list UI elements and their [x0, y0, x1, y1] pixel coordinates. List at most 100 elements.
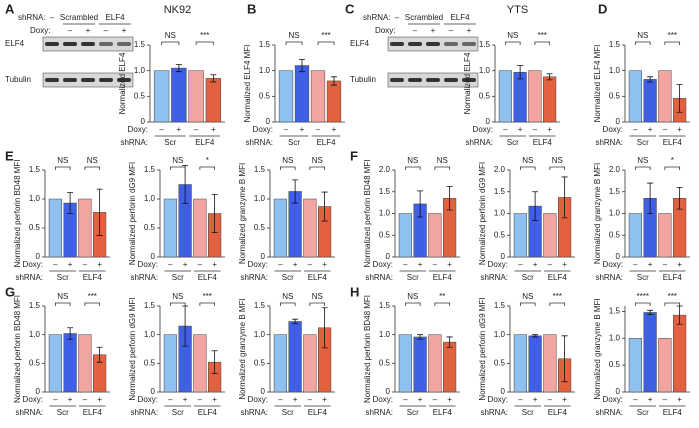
bar [163, 334, 177, 393]
error-bar [292, 318, 299, 325]
bar [273, 198, 287, 258]
y-tick-label: 0 [386, 387, 391, 396]
y-tick-label: 0 [36, 387, 41, 396]
error-bar [446, 336, 453, 348]
y-tick-label: 0 [266, 117, 271, 126]
sig-label: NS [637, 156, 648, 165]
y-axis-label: Normalized perforin BD48 MFI [13, 159, 22, 267]
bar [428, 213, 442, 258]
x-tick-label: + [677, 395, 682, 404]
sig-bracket [664, 302, 681, 306]
bar [294, 65, 310, 123]
y-tick-label: 0.5 [609, 91, 621, 100]
panel-letter: H [350, 284, 359, 299]
y-tick-label: 0 [36, 252, 41, 261]
y-tick-label: 1.0 [609, 209, 621, 218]
x-row-label: shRNA: [15, 273, 43, 282]
group-label: ELF4 [195, 138, 215, 147]
blot-label: ELF4 [105, 13, 125, 22]
error-bar [96, 346, 103, 363]
group-label: ELF4 [316, 138, 336, 147]
sig-label: *** [203, 292, 212, 301]
error-bar [182, 164, 189, 205]
x-row-label: shRNA: [365, 273, 393, 282]
x-row-label: Doxy: [253, 125, 273, 134]
y-axis-label: Normalized perforin dG9 MFI [478, 162, 487, 265]
y-tick-label: 0.5 [259, 91, 271, 100]
blot-band [426, 42, 440, 46]
x-tick-label: – [308, 260, 313, 269]
group-label: Scr [637, 408, 649, 417]
x-row-label: shRNA: [480, 273, 508, 282]
y-axis-label: Normalized ELF4 MFI [243, 45, 252, 123]
x-tick-label: – [278, 395, 283, 404]
y-tick-label: 0.5 [144, 223, 156, 232]
sig-bracket [634, 41, 651, 45]
blot-band [99, 42, 113, 46]
blot-label: ELF4 [350, 39, 370, 48]
x-tick-label: – [316, 125, 321, 134]
blot-label: – [104, 26, 109, 35]
bar [428, 334, 442, 393]
bar [193, 198, 207, 258]
x-tick-label: – [533, 125, 538, 134]
bar [543, 334, 557, 393]
group-label: ELF4 [198, 408, 218, 417]
error-bar [210, 74, 217, 83]
bar [443, 341, 457, 393]
panel-letter: C [345, 1, 355, 16]
y-tick-label: 0 [486, 117, 491, 126]
group-label: Scr [282, 273, 294, 282]
group-label: ELF4 [548, 408, 568, 417]
blot-band [63, 42, 77, 46]
y-axis-label: Normalized perforin BD48 MFI [363, 295, 372, 403]
error-bar [331, 76, 337, 86]
blot-label: – [68, 26, 73, 35]
group-label: Scr [407, 408, 419, 417]
y-tick-label: 0.5 [609, 360, 621, 369]
blot-label: + [122, 26, 127, 35]
x-row-label: Doxy: [473, 125, 493, 134]
sig-bracket [404, 302, 421, 306]
x-row-label: Doxy: [23, 260, 43, 269]
blot-band [462, 42, 476, 46]
error-bar [647, 182, 654, 214]
y-tick-label: 1.0 [479, 66, 491, 75]
x-row-label: Doxy: [138, 395, 158, 404]
bar [628, 338, 642, 393]
blot-band [117, 78, 131, 82]
bar [528, 335, 542, 393]
x-row-label: shRNA: [595, 138, 623, 147]
x-tick-label: + [183, 260, 188, 269]
y-tick-label: 1.5 [494, 187, 506, 196]
blot-label: – [395, 13, 400, 22]
blot-band [63, 78, 77, 82]
y-tick-label: 1.5 [144, 165, 156, 174]
group-label: Scr [57, 273, 69, 282]
x-row-label: Doxy: [488, 395, 508, 404]
sig-label: *** [321, 31, 330, 40]
y-tick-label: 0 [616, 387, 621, 396]
error-bar [546, 73, 553, 81]
group-label: ELF4 [308, 273, 328, 282]
blot-label: – [413, 26, 418, 35]
sig-label: NS [165, 31, 176, 40]
sig-bracket [664, 166, 681, 170]
x-tick-label: – [194, 125, 199, 134]
x-tick-label: – [663, 260, 668, 269]
group-label: ELF4 [433, 408, 453, 417]
bar [513, 334, 527, 393]
error-bar [676, 187, 683, 210]
y-axis-label: Normalized ELF4 [118, 52, 127, 114]
blot-band [81, 78, 95, 82]
y-tick-label: 0 [261, 387, 266, 396]
x-tick-label: + [418, 260, 423, 269]
bar [171, 67, 187, 123]
panel-letter: F [350, 148, 358, 163]
group-label: ELF4 [198, 273, 218, 282]
x-tick-label: + [648, 125, 653, 134]
y-tick-label: 0.5 [29, 223, 41, 232]
x-tick-label: – [278, 260, 283, 269]
x-row-label: Doxy: [488, 260, 508, 269]
